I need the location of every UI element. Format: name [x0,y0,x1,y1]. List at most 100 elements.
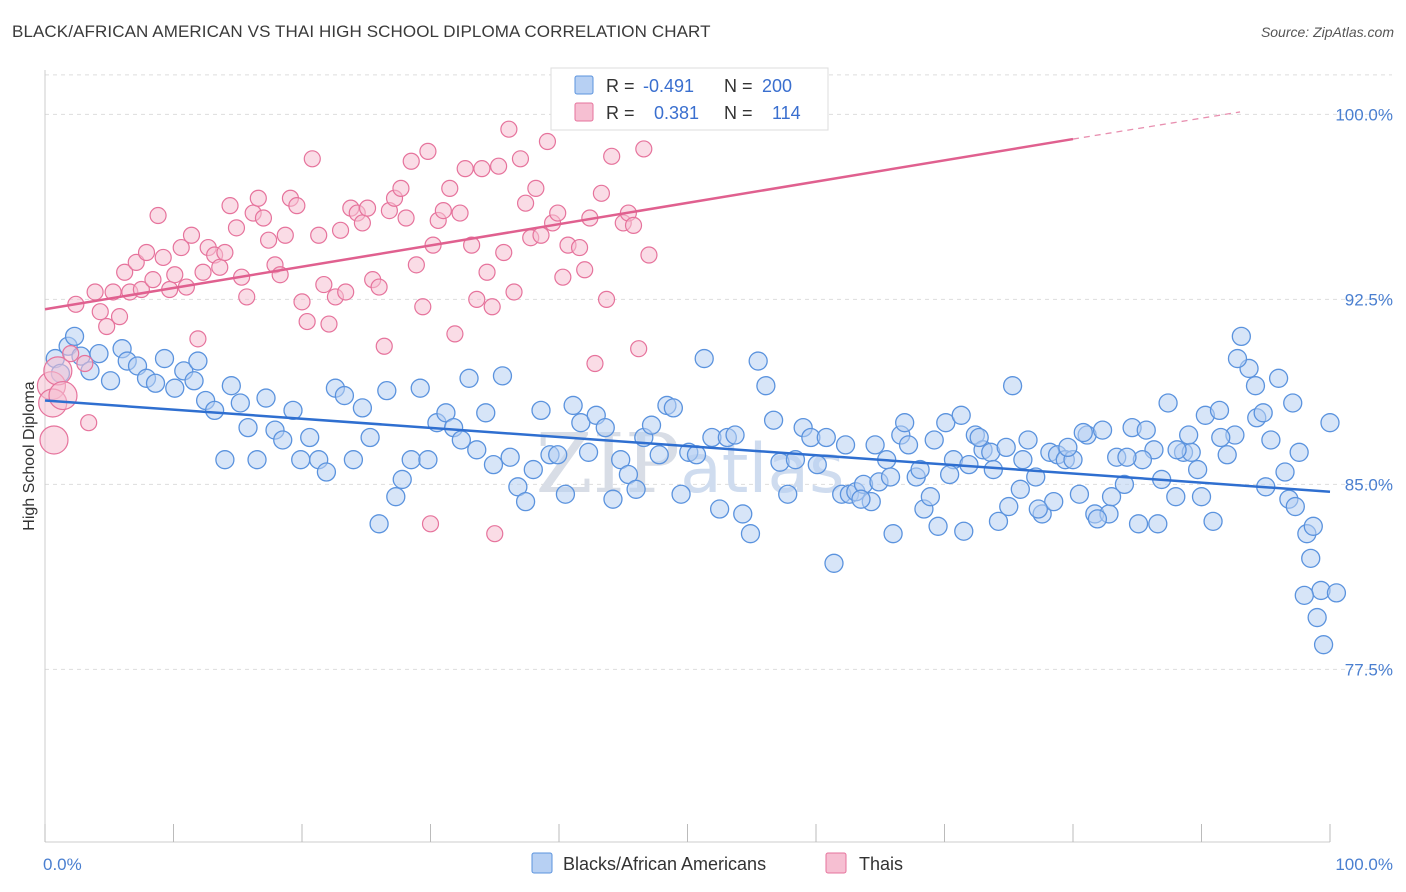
blacks-point-110 [928,516,948,536]
blacks-point-81 [709,499,730,519]
thais-point-57 [353,214,371,232]
blacks-point-190 [969,427,989,448]
thais-point-98 [576,261,594,279]
blacks-point-23 [238,417,258,438]
thais-point-11 [98,317,116,336]
blacks-point-29 [291,450,311,470]
thais-point-27 [189,330,207,348]
thais-point-2 [39,425,69,455]
blacks-point-198 [851,489,871,509]
blacks-point-48 [451,430,471,450]
thais-point-87 [516,194,535,212]
thais-point-72 [434,201,452,220]
thais-point-82 [490,157,508,175]
blacks-point-113 [951,405,971,425]
thais-point-33 [221,197,239,215]
blacks-point-165 [1294,585,1314,606]
blacks-point-192 [939,464,960,485]
blacks-point-157 [1275,462,1295,482]
blacks-point-75 [663,398,684,418]
blacks-point-20 [215,450,235,470]
blacks-point-42 [401,450,421,470]
thais-point-76 [456,160,474,178]
thais-point-38 [249,189,267,207]
x-tick-label-1: 100.0% [1335,855,1393,874]
blacks-point-83 [725,425,745,445]
thais-point-24 [172,238,190,257]
blacks-point-164 [1285,496,1305,517]
blacks-point-41 [392,469,412,490]
thais-point-78 [468,290,486,308]
thais-point-14 [116,263,134,281]
thais-point-79 [473,160,491,178]
blacks-point-151 [1231,326,1251,347]
blacks-point-104 [883,524,903,544]
legend-swatch-pink [574,102,594,122]
blacks-point-138 [1136,420,1156,440]
blacks-point-87 [756,376,776,396]
blacks-point-172 [1245,376,1266,396]
blacks-point-189 [983,459,1003,480]
blacks-point-195 [895,413,915,433]
blacks-point-16 [184,371,204,391]
blacks-point-53 [492,366,513,386]
legend-n-label-2: N = [724,103,753,123]
thais-point-36 [238,288,256,306]
blacks-point-24 [247,450,267,470]
blacks-point-14 [165,378,185,398]
thais-point-112 [421,515,440,533]
bottom-legend: Blacks/African Americans Thais [531,852,903,874]
thais-point-53 [331,221,350,239]
stats-legend-box [550,67,829,131]
blacks-point-170 [1326,583,1347,603]
thais-point-47 [298,312,316,331]
blacks-point-184 [1058,437,1078,458]
thais-point-32 [216,243,234,262]
blacks-point-7 [100,371,121,391]
blacks-point-120 [1002,376,1023,396]
blacks-point-76 [671,484,691,504]
thais-point-20 [149,206,167,225]
chart-title: BLACK/AFRICAN AMERICAN VS THAI HIGH SCHO… [12,22,711,41]
x-tick-label-0: 0.0% [43,855,82,874]
thais-point-90 [532,226,550,244]
tick-labels: 77.5% 85.0% 92.5% 100.0% 0.0% 100.0% [43,105,1393,874]
blacks-point-64 [578,442,599,462]
blacks-point-12 [145,373,166,393]
blacks-point-6 [89,343,109,364]
thais-point-12 [104,283,122,301]
series-blacks-points [45,326,1347,655]
thais-point-19 [144,271,162,289]
legend-r-value-2: 0.381 [654,103,699,123]
blacks-point-32 [316,462,337,482]
blacks-point-141 [1158,393,1178,413]
blacks-point-51 [476,403,496,423]
thais-point-85 [505,283,523,301]
blacks-point-148 [1209,400,1230,421]
blacks-point-147 [1203,511,1223,532]
thais-point-77 [463,236,481,254]
thais-point-40 [259,231,278,249]
blacks-point-159 [1289,442,1309,462]
blacks-point-25 [256,388,276,408]
blacks-point-111 [936,413,956,433]
thais-point-93 [549,204,567,222]
thais-point-97 [570,238,589,257]
thais-point-75 [451,204,469,222]
blacks-point-54 [500,447,520,467]
thais-point-60 [370,278,388,296]
blacks-point-61 [555,484,576,504]
thais-point-21 [154,248,172,267]
thais-point-67 [407,256,425,274]
thais-point-108 [630,340,648,358]
thais-point-103 [603,147,621,165]
blacks-point-44 [418,450,438,470]
blacks-point-34 [334,385,355,406]
blacks-point-85 [740,524,761,544]
blacks-point-191 [954,521,974,541]
thais-point-80 [478,263,496,281]
thais-point-89 [527,179,545,197]
bottom-legend-swatch-pink [825,852,847,874]
blacks-point-52 [483,454,504,475]
thais-point-34 [227,219,246,237]
